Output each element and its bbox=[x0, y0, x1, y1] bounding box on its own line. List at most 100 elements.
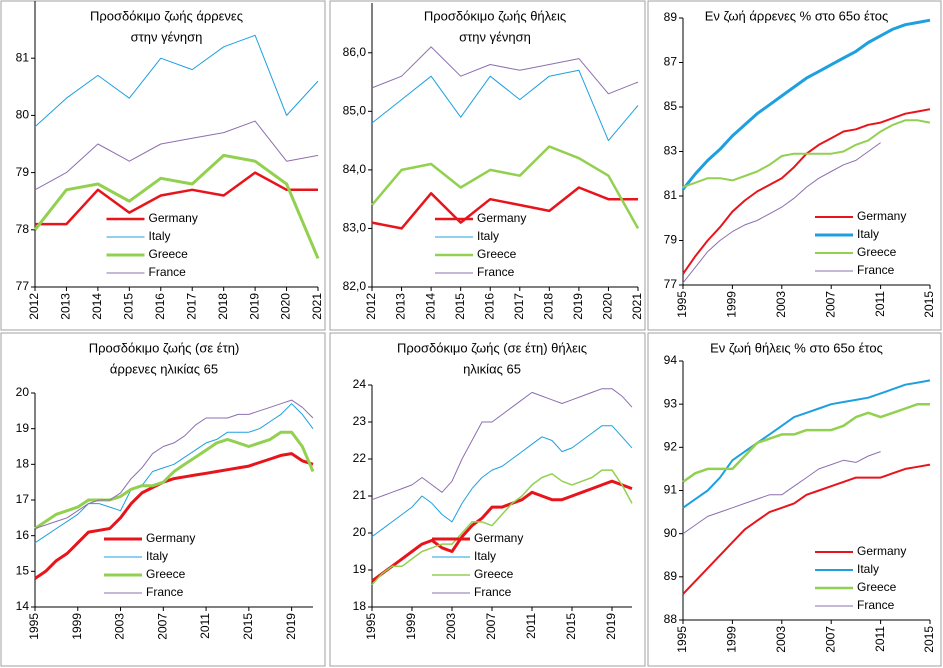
x-tick-label: 2021 bbox=[310, 293, 324, 320]
y-tick-label: 86,0 bbox=[343, 45, 367, 59]
legend-label: Italy bbox=[146, 549, 168, 563]
series-line bbox=[682, 142, 881, 284]
x-tick-label: 2011 bbox=[198, 613, 212, 639]
x-tick-label: 2015 bbox=[122, 293, 136, 320]
y-tick-label: 15 bbox=[16, 564, 30, 578]
y-tick-label: 23 bbox=[353, 414, 367, 428]
x-tick-label: 2007 bbox=[823, 626, 837, 653]
y-tick-label: 14 bbox=[16, 599, 30, 613]
y-tick-label: 93 bbox=[664, 396, 678, 410]
y-tick-label: 87 bbox=[664, 55, 678, 69]
x-tick-label: 2014 bbox=[90, 293, 104, 320]
legend-label: France bbox=[474, 585, 512, 599]
y-tick-label: 88 bbox=[664, 612, 678, 626]
legend-label: Germany bbox=[857, 544, 906, 558]
legend-label: Greece bbox=[146, 567, 186, 581]
y-tick-label: 85 bbox=[664, 99, 678, 113]
y-tick-label: 21 bbox=[353, 488, 367, 502]
x-tick-label: 2019 bbox=[284, 613, 298, 640]
legend-label: France bbox=[146, 585, 184, 599]
series-line bbox=[371, 469, 633, 586]
panel-border bbox=[329, 0, 646, 331]
series-line bbox=[34, 430, 315, 530]
x-tick-label: 2019 bbox=[604, 613, 618, 640]
y-tick-label: 90 bbox=[664, 526, 678, 540]
series-line bbox=[34, 399, 314, 529]
chart-title: Εν ζωή άρρενες % στο 65ο έτος bbox=[705, 8, 888, 23]
x-tick-label: 2011 bbox=[524, 613, 538, 639]
y-tick-label: 78 bbox=[16, 222, 30, 236]
y-tick-label: 16 bbox=[16, 528, 30, 542]
y-tick-label: 84,0 bbox=[343, 162, 367, 176]
x-tick-label: 2007 bbox=[484, 613, 498, 640]
chart-title: στην γένηση bbox=[459, 29, 531, 44]
series-line bbox=[681, 18, 931, 191]
x-tick-label: 2003 bbox=[444, 613, 458, 640]
series-line bbox=[33, 153, 320, 259]
x-tick-label: 2016 bbox=[153, 293, 167, 320]
y-tick-label: 77 bbox=[664, 277, 678, 291]
x-tick-label: 2012 bbox=[364, 293, 378, 320]
chart-title: άρρενες ηλικίας 65 bbox=[110, 361, 218, 376]
x-tick-label: 2015 bbox=[241, 613, 255, 640]
panel-border bbox=[0, 332, 326, 667]
y-tick-label: 81 bbox=[16, 50, 30, 64]
legend-label: Germany bbox=[149, 211, 198, 225]
y-tick-label: 20 bbox=[16, 385, 30, 399]
series-line bbox=[682, 379, 931, 509]
series-line bbox=[371, 186, 638, 230]
legend-label: Italy bbox=[149, 229, 171, 243]
chart-title: Προσδόκιμο ζωής (σε έτη) bbox=[89, 340, 240, 355]
y-tick-label: 80 bbox=[16, 108, 30, 122]
series-line bbox=[371, 388, 633, 501]
x-tick-label: 2018 bbox=[216, 293, 230, 320]
x-tick-label: 2016 bbox=[482, 293, 496, 320]
x-tick-label: 2003 bbox=[774, 626, 788, 653]
legend-label: France bbox=[477, 265, 515, 279]
x-tick-label: 2003 bbox=[774, 291, 788, 318]
legend-label: France bbox=[857, 263, 895, 277]
x-tick-label: 1999 bbox=[725, 626, 739, 653]
series-line bbox=[371, 46, 639, 95]
series-line bbox=[371, 69, 639, 142]
legend-label: Italy bbox=[857, 227, 879, 241]
series-line bbox=[682, 451, 881, 535]
legend-label: Italy bbox=[477, 229, 499, 243]
y-tick-label: 79 bbox=[16, 165, 30, 179]
x-tick-label: 1995 bbox=[675, 291, 689, 318]
panel-border bbox=[0, 0, 326, 331]
x-tick-label: 2011 bbox=[873, 291, 887, 317]
y-tick-label: 91 bbox=[664, 483, 678, 497]
legend-label: Germany bbox=[474, 531, 523, 545]
y-tick-label: 24 bbox=[353, 377, 367, 391]
series-line bbox=[682, 402, 930, 483]
x-tick-label: 2011 bbox=[873, 626, 887, 652]
x-tick-label: 2003 bbox=[113, 613, 127, 640]
y-tick-label: 89 bbox=[664, 10, 678, 24]
series-line bbox=[371, 479, 633, 583]
series-line bbox=[34, 403, 314, 544]
legend-label: Italy bbox=[857, 562, 879, 576]
legend-label: Greece bbox=[149, 247, 189, 261]
x-tick-label: 2020 bbox=[601, 293, 615, 320]
y-tick-label: 77 bbox=[16, 279, 30, 293]
legend-label: France bbox=[149, 265, 187, 279]
y-tick-label: 85,0 bbox=[343, 104, 367, 118]
y-tick-label: 79 bbox=[664, 233, 678, 247]
x-tick-label: 2014 bbox=[423, 293, 437, 320]
legend-label: Greece bbox=[477, 247, 517, 261]
x-tick-label: 2020 bbox=[279, 293, 293, 320]
x-tick-label: 2021 bbox=[630, 293, 644, 320]
legend-label: Italy bbox=[474, 549, 496, 563]
x-tick-label: 2015 bbox=[922, 291, 936, 318]
chart-title: Εν ζωή θήλεις % στο 65ο έτος bbox=[710, 340, 883, 355]
chart-title: Προσδόκιμο ζωής θήλεις bbox=[424, 8, 566, 23]
chart-title: στην γένηση bbox=[131, 29, 203, 44]
legend-label: Greece bbox=[857, 580, 897, 594]
chart-title: Προσδόκιμο ζωής άρρενες bbox=[90, 8, 243, 23]
panel-border bbox=[647, 0, 942, 331]
y-tick-label: 92 bbox=[664, 440, 678, 454]
y-tick-label: 22 bbox=[353, 451, 367, 465]
